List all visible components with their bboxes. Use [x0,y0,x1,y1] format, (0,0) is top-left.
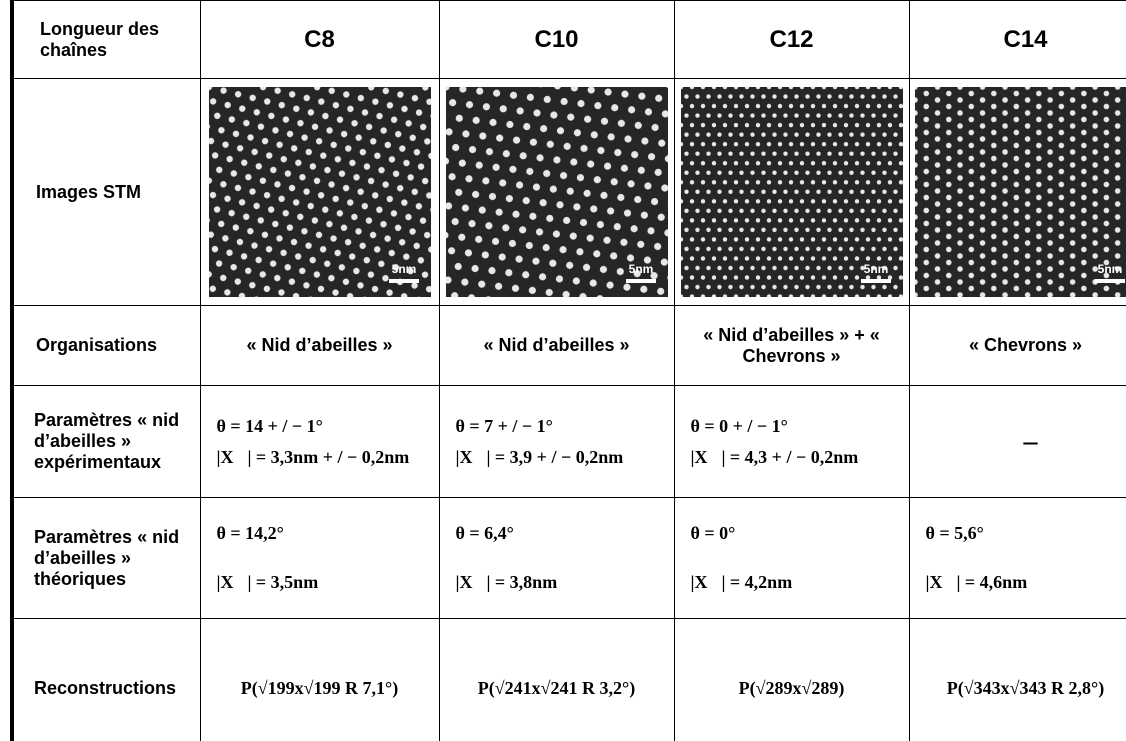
formula: |X⃗| = 4,2nm [690,572,793,592]
reconstruction-cell: P(√289x√289) [673,618,910,741]
header-cell: C12 [673,0,910,79]
formula: |X⃗| = 3,9 + / − 0,2nm [455,446,624,467]
header-cell: Longueur des chaînes [10,0,201,79]
formula: θ = 14 + / − 1° [216,415,323,436]
formula: θ = 14,2° [216,523,284,543]
row-label: Organisations [10,305,201,386]
image-texture [445,87,668,297]
scale-bar [1094,279,1125,283]
stm-image: 5nm [208,87,431,297]
row-label: Paramètres « nid d’abeilles » théoriques [10,497,201,619]
image-cell: 5nm [438,78,675,306]
formula: – [1023,425,1038,457]
row-label: Paramètres « nid d’abeilles » expériment… [10,385,201,498]
parameter-cell: θ = 14 + / − 1° |X⃗| = 3,3nm + / − 0,2nm [199,385,440,498]
scale-label: 5nm [628,262,653,276]
parameter-cell: θ = 0 + / − 1° |X⃗| = 4,3 + / − 0,2nm [673,385,910,498]
formula: |X⃗| = 4,3 + / − 0,2nm [690,446,859,467]
scale-label: 5nm [863,262,888,276]
header-cell: C14 [908,0,1126,79]
row-label: Reconstructions [10,618,201,741]
formula: |X⃗| = 3,8nm [455,572,558,592]
scale-label: 5nm [391,262,416,276]
organisation-cell: « Nid d’abeilles » [199,305,440,386]
formula: θ = 5,6° [925,523,984,543]
parameter-cell: θ = 0° |X⃗| = 4,2nm [673,497,910,619]
formula: θ = 0 + / − 1° [690,415,788,436]
scale-label: 5nm [1097,262,1122,276]
formula: θ = 7 + / − 1° [455,415,553,436]
scale-bar [388,279,419,283]
reconstruction-cell: P(√241x√241 R 3,2°) [438,618,675,741]
image-texture [680,87,903,297]
reconstruction-cell: P(√343x√343 R 2,8°) [908,618,1126,741]
formula: |X⃗| = 4,6nm [925,572,1028,592]
organisation-cell: « Nid d’abeilles » + « Chevrons » [673,305,910,386]
organisation-cell: « Chevrons » [908,305,1126,386]
stm-image: 5nm [445,87,668,297]
parameter-cell: θ = 6,4° |X⃗| = 3,8nm [438,497,675,619]
reconstruction-cell: P(√199x√199 R 7,1°) [199,618,440,741]
image-cell: 5nm [908,78,1126,306]
image-texture [914,87,1126,297]
image-cell: 5nm [199,78,440,306]
parameter-cell: θ = 14,2° |X⃗| = 3,5nm [199,497,440,619]
parameter-cell: θ = 5,6° |X⃗| = 4,6nm [908,497,1126,619]
results-table: Longueur des chaînes C8 C10 C12 C14 Imag… [10,0,1126,741]
organisation-cell: « Nid d’abeilles » [438,305,675,386]
header-cell: C10 [438,0,675,79]
image-texture [208,87,431,297]
formula: |X⃗| = 3,5nm [216,572,319,592]
parameter-cell: θ = 7 + / − 1° |X⃗| = 3,9 + / − 0,2nm [438,385,675,498]
formula: θ = 6,4° [455,523,514,543]
parameter-cell: – [908,385,1126,498]
image-cell: 5nm [673,78,910,306]
header-cell: C8 [199,0,440,79]
scale-bar [625,279,656,283]
stm-image: 5nm [914,87,1126,297]
formula: θ = 0° [690,523,736,543]
scale-bar [860,279,891,283]
formula: |X⃗| = 3,3nm + / − 0,2nm [216,446,410,467]
stm-image: 5nm [680,87,903,297]
row-label: Images STM [10,78,201,306]
